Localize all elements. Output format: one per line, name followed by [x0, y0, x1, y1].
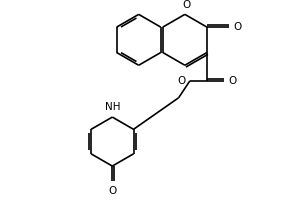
- Text: O: O: [177, 76, 185, 86]
- Text: NH: NH: [105, 102, 120, 112]
- Text: O: O: [229, 76, 237, 86]
- Text: O: O: [183, 0, 191, 10]
- Text: O: O: [234, 22, 242, 32]
- Text: O: O: [108, 186, 116, 196]
